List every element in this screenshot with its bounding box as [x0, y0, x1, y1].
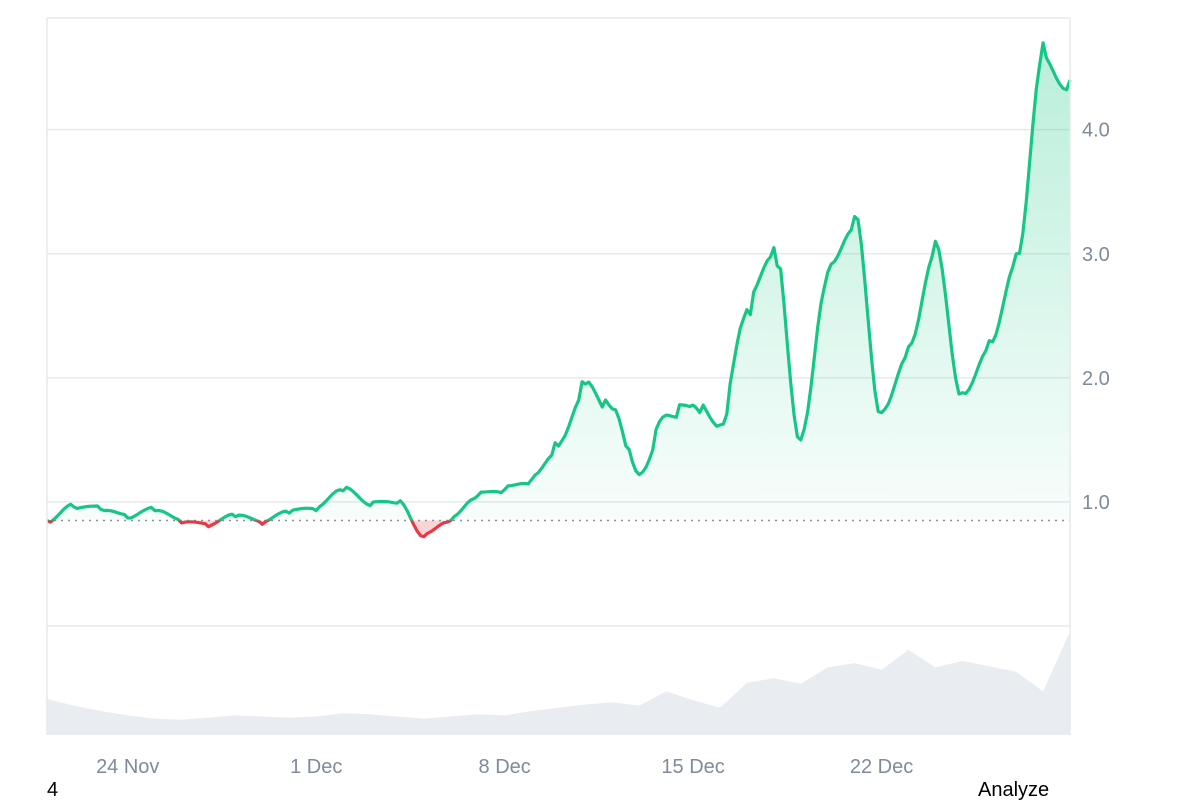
- plot-frame: [46, 17, 1071, 735]
- y-tick-label: 2.0: [1082, 368, 1110, 390]
- y-tick-label: 3.0: [1082, 244, 1110, 266]
- price-lines: [46, 41, 1072, 539]
- y-tick-label: 4.0: [1082, 120, 1110, 142]
- x-axis: 24 Nov 1 Dec 8 Dec 15 Dec 22 Dec: [96, 756, 913, 778]
- y-tick-label: 1.0: [1082, 492, 1110, 514]
- x-tick-label: 22 Dec: [850, 756, 913, 778]
- analyze-button[interactable]: Analyze: [978, 779, 1050, 801]
- x-tick-label: 15 Dec: [661, 756, 724, 778]
- y-axis: 1.0 2.0 3.0 4.0: [1082, 120, 1110, 514]
- x-tick-label: 8 Dec: [479, 756, 531, 778]
- x-tick-label: 24 Nov: [96, 756, 159, 778]
- volume-series: [47, 631, 1070, 735]
- price-areas: [47, 42, 1070, 537]
- price-line-up: [46, 41, 1072, 521]
- price-line-down: [46, 520, 453, 539]
- price-area-up: [47, 42, 1070, 521]
- volume-area: [47, 631, 1070, 735]
- x-tick-label: 1 Dec: [290, 756, 342, 778]
- footer-left-label: 4: [47, 779, 59, 801]
